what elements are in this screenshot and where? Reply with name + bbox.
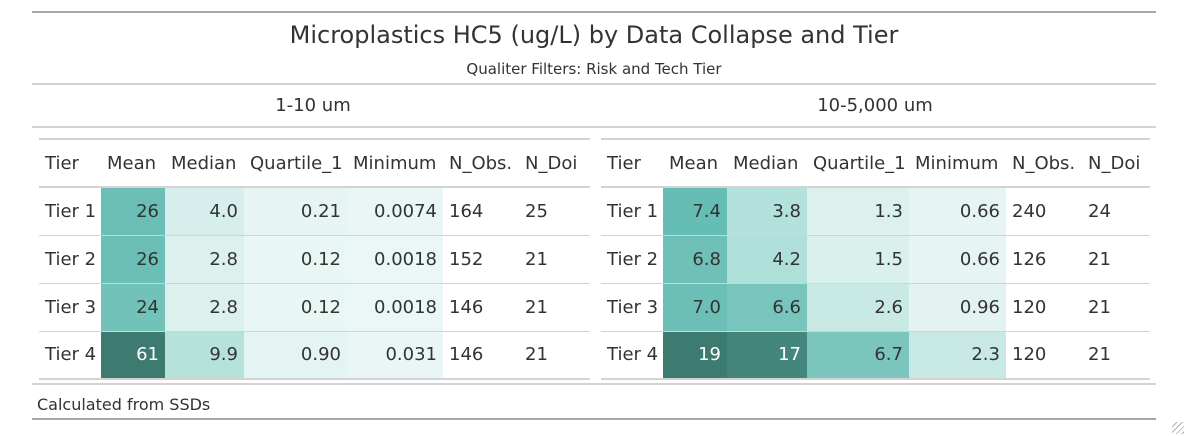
cell-quartile-1: 0.12 xyxy=(244,283,347,332)
cell-mean: 6.8 xyxy=(663,235,727,284)
col-header-tier: Tier xyxy=(39,139,101,188)
cell-minimum: 0.0018 xyxy=(347,235,443,284)
header-row: Tier Mean Median Quartile_1 Minimum N_Ob… xyxy=(39,139,590,188)
cell-tier: Tier 2 xyxy=(39,235,101,284)
cell-median: 9.9 xyxy=(165,331,244,380)
table-row: Tier 4 61 9.9 0.90 0.031 146 21 xyxy=(39,331,590,380)
resize-grip-icon[interactable] xyxy=(1172,422,1184,434)
col-header-quartile-1: Quartile_1 xyxy=(244,139,347,188)
table-row: Tier 2 26 2.8 0.12 0.0018 152 21 xyxy=(39,235,590,284)
subtable-10-5000-um: Tier Mean Median Quartile_1 Minimum N_Ob… xyxy=(601,138,1150,380)
cell-tier: Tier 1 xyxy=(601,187,663,236)
cell-mean: 26 xyxy=(101,187,165,236)
cell-quartile-1: 0.21 xyxy=(244,187,347,236)
cell-quartile-1: 0.90 xyxy=(244,331,347,380)
table-row: Tier 2 6.8 4.2 1.5 0.66 126 21 xyxy=(601,235,1150,284)
cell-n-obs: 126 xyxy=(1006,235,1082,284)
cell-median: 2.8 xyxy=(165,235,244,284)
cell-median: 17 xyxy=(727,331,807,380)
table-row: Tier 1 7.4 3.8 1.3 0.66 240 24 xyxy=(601,187,1150,236)
col-header-minimum: Minimum xyxy=(347,139,443,188)
cell-quartile-1: 2.6 xyxy=(807,283,909,332)
cell-n-doi: 21 xyxy=(519,235,590,284)
subtable-1-10-um: Tier Mean Median Quartile_1 Minimum N_Ob… xyxy=(39,138,590,380)
cell-mean: 7.4 xyxy=(663,187,727,236)
cell-n-doi: 21 xyxy=(519,283,590,332)
header-divider xyxy=(32,83,1156,85)
table-subtitle: Qualiter Filters: Risk and Tech Tier xyxy=(466,60,722,78)
cell-n-doi: 21 xyxy=(1082,331,1150,380)
cell-tier: Tier 1 xyxy=(39,187,101,236)
cell-median: 4.2 xyxy=(727,235,807,284)
cell-tier: Tier 4 xyxy=(39,331,101,380)
table-title: Microplastics HC5 (ug/L) by Data Collaps… xyxy=(289,21,899,49)
col-header-mean: Mean xyxy=(663,139,727,188)
table-row: Tier 4 19 17 6.7 2.3 120 21 xyxy=(601,331,1150,380)
cell-n-doi: 24 xyxy=(1082,187,1150,236)
col-header-tier: Tier xyxy=(601,139,663,188)
col-header-mean: Mean xyxy=(101,139,165,188)
table-row: Tier 3 24 2.8 0.12 0.0018 146 21 xyxy=(39,283,590,332)
cell-median: 3.8 xyxy=(727,187,807,236)
cell-n-obs: 152 xyxy=(443,235,519,284)
cell-mean: 19 xyxy=(663,331,727,380)
cell-minimum: 0.66 xyxy=(909,235,1006,284)
col-header-n-obs: N_Obs. xyxy=(1006,139,1082,188)
cell-n-doi: 21 xyxy=(519,331,590,380)
table-row: Tier 3 7.0 6.6 2.6 0.96 120 21 xyxy=(601,283,1150,332)
cell-median: 4.0 xyxy=(165,187,244,236)
col-header-quartile-1: Quartile_1 xyxy=(807,139,909,188)
col-header-n-doi: N_Doi xyxy=(1082,139,1150,188)
cell-mean: 24 xyxy=(101,283,165,332)
cell-tier: Tier 2 xyxy=(601,235,663,284)
table-footnote: Calculated from SSDs xyxy=(37,395,211,414)
cell-minimum: 0.031 xyxy=(347,331,443,380)
cell-n-obs: 120 xyxy=(1006,283,1082,332)
cell-mean: 26 xyxy=(101,235,165,284)
cell-n-doi: 21 xyxy=(1082,235,1150,284)
cell-n-obs: 146 xyxy=(443,283,519,332)
cell-quartile-1: 6.7 xyxy=(807,331,909,380)
cell-n-obs: 120 xyxy=(1006,331,1082,380)
cell-mean: 61 xyxy=(101,331,165,380)
cell-median: 6.6 xyxy=(727,283,807,332)
cell-quartile-1: 1.3 xyxy=(807,187,909,236)
cell-n-obs: 164 xyxy=(443,187,519,236)
col-header-median: Median xyxy=(727,139,807,188)
table-container: Microplastics HC5 (ug/L) by Data Collaps… xyxy=(32,11,1156,420)
col-header-n-doi: N_Doi xyxy=(519,139,590,188)
footer-divider xyxy=(32,383,1156,385)
cell-median: 2.8 xyxy=(165,283,244,332)
cell-minimum: 0.96 xyxy=(909,283,1006,332)
cell-minimum: 0.66 xyxy=(909,187,1006,236)
cell-minimum: 2.3 xyxy=(909,331,1006,380)
header-row: Tier Mean Median Quartile_1 Minimum N_Ob… xyxy=(601,139,1150,188)
cell-n-obs: 146 xyxy=(443,331,519,380)
panel-label-1-10-um: 1-10 um xyxy=(275,95,351,116)
col-header-minimum: Minimum xyxy=(909,139,1006,188)
cell-tier: Tier 3 xyxy=(39,283,101,332)
cell-n-doi: 21 xyxy=(1082,283,1150,332)
panel-label-10-5000-um: 10-5,000 um xyxy=(817,95,933,116)
cell-tier: Tier 4 xyxy=(601,331,663,380)
table-row: Tier 1 26 4.0 0.21 0.0074 164 25 xyxy=(39,187,590,236)
cell-tier: Tier 3 xyxy=(601,283,663,332)
cell-n-doi: 25 xyxy=(519,187,590,236)
cell-mean: 7.0 xyxy=(663,283,727,332)
col-header-n-obs: N_Obs. xyxy=(443,139,519,188)
col-header-median: Median xyxy=(165,139,244,188)
cell-n-obs: 240 xyxy=(1006,187,1082,236)
cell-minimum: 0.0018 xyxy=(347,283,443,332)
cell-minimum: 0.0074 xyxy=(347,187,443,236)
panel-header-divider xyxy=(32,126,1156,128)
cell-quartile-1: 1.5 xyxy=(807,235,909,284)
cell-quartile-1: 0.12 xyxy=(244,235,347,284)
